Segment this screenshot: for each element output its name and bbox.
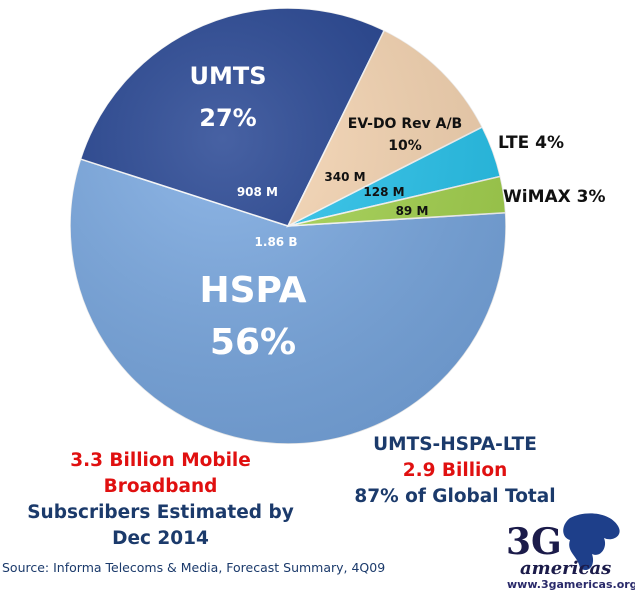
value-umts: 908 M (237, 185, 278, 199)
percent-umts: 27% (199, 104, 256, 132)
label-hspa: HSPA (200, 270, 307, 311)
left-note-line3: Dec 2014 (112, 528, 209, 549)
right-note-line3: 87% of Global Total (354, 486, 556, 507)
logo-tagline: americas (520, 558, 611, 579)
left-note-line2: Subscribers Estimated by (27, 502, 294, 523)
value-lte: 128 M (363, 185, 404, 199)
right-note-line1: UMTS-HSPA-LTE (373, 434, 537, 455)
percent-ev-do-rev-a-b: 10% (388, 138, 422, 154)
right-note-line2: 2.9 Billion (402, 460, 508, 481)
source-note: Source: Informa Telecoms & Media, Foreca… (2, 560, 386, 575)
label-umts: UMTS (189, 62, 266, 90)
value-hspa: 1.86 B (255, 235, 298, 249)
logo-brand: 3G (506, 521, 562, 563)
percent-hspa: 56% (210, 322, 296, 363)
label-wimax: WiMAX 3% (503, 187, 606, 207)
value-ev-do-rev-a-b: 340 M (324, 170, 365, 184)
logo-url: www.3gamericas.org (507, 578, 635, 591)
label-ev-do-rev-a-b: EV-DO Rev A/B (348, 116, 462, 132)
left-note: 3.3 Billion Mobile Broadband Subscribers… (18, 448, 303, 552)
3g-americas-logo: 3G americas (506, 513, 620, 579)
value-wimax: 89 M (396, 204, 429, 218)
label-lte: LTE 4% (498, 133, 564, 153)
right-note: UMTS-HSPA-LTE 2.9 Billion 87% of Global … (340, 432, 570, 510)
left-note-line1: 3.3 Billion Mobile Broadband (70, 450, 251, 497)
